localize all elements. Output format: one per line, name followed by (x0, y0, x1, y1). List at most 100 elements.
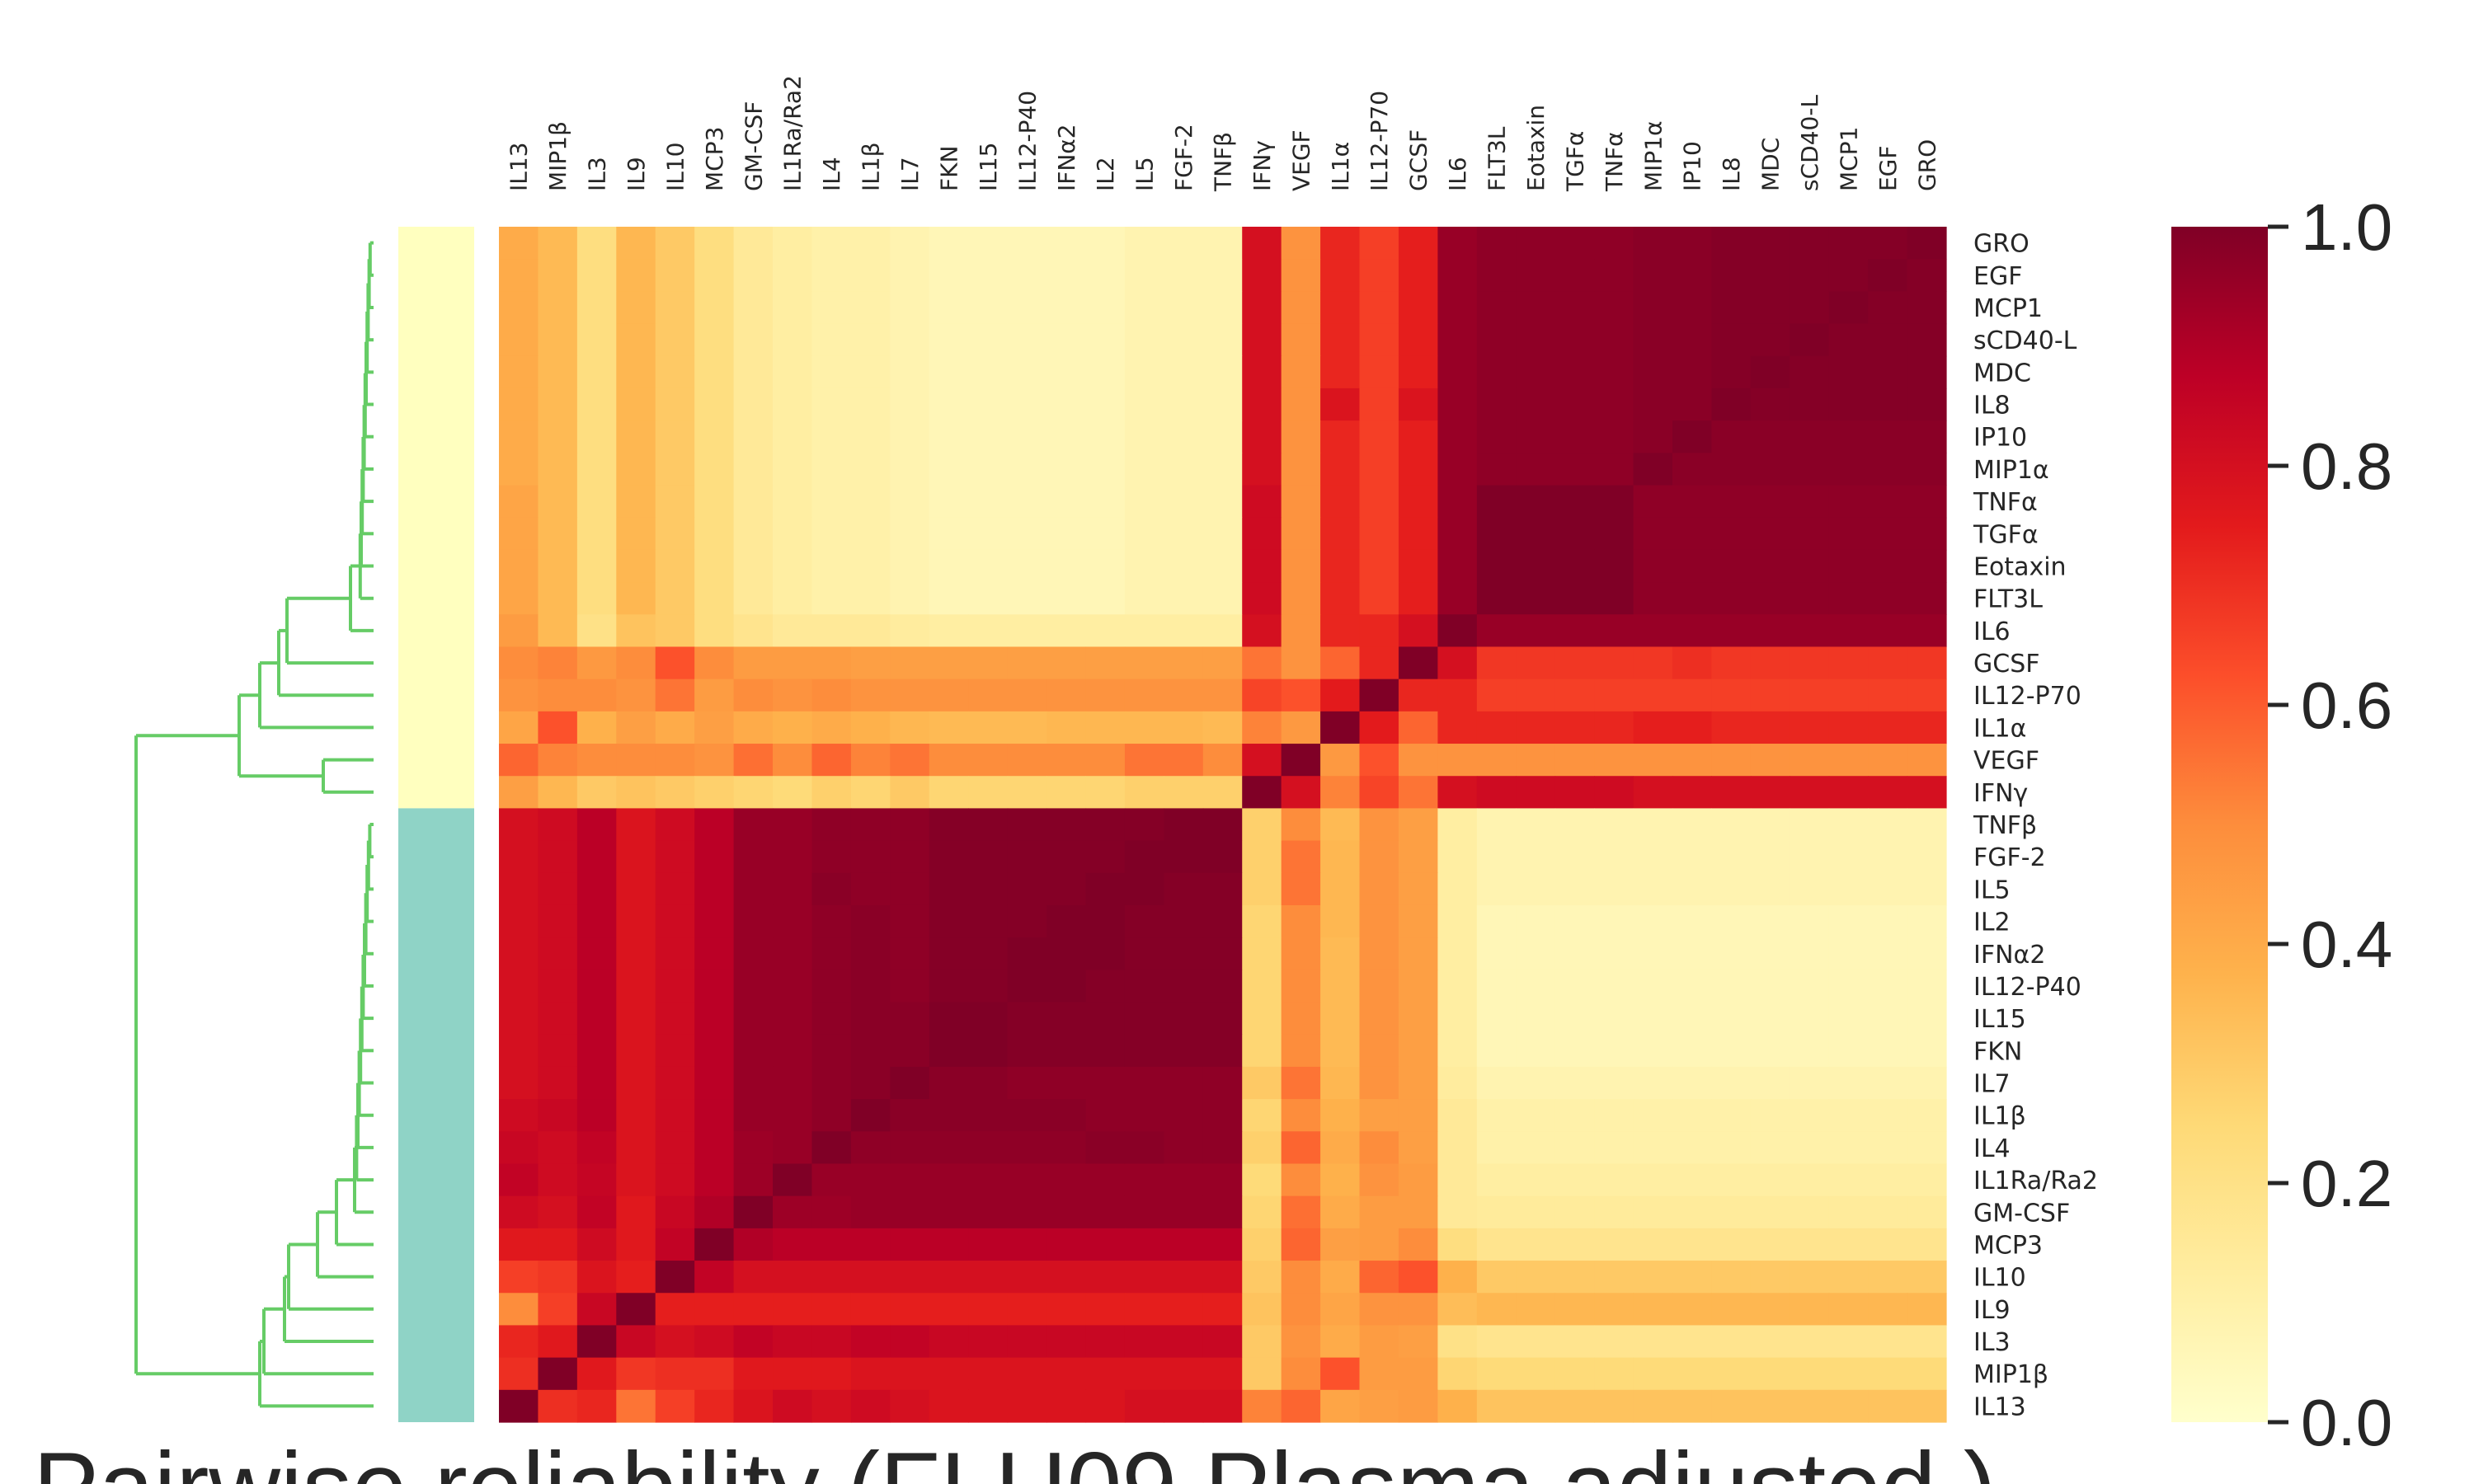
heatmap-cell (1750, 646, 1790, 680)
heatmap-cell (1711, 776, 1752, 810)
heatmap-cell (1476, 549, 1517, 583)
heatmap-cell (1594, 453, 1634, 486)
heatmap-cell (968, 872, 1009, 906)
heatmap-cell (1672, 970, 1712, 1003)
heatmap-cell (968, 323, 1009, 357)
heatmap-cell (1242, 808, 1282, 842)
heatmap-cell (694, 387, 735, 421)
heatmap-cell (1907, 1357, 1947, 1391)
row-label: IL15 (1973, 1005, 2026, 1034)
heatmap-cell (1047, 1099, 1087, 1132)
heatmap-cell (1359, 549, 1399, 583)
heatmap-cell (1047, 485, 1087, 519)
heatmap-cell (1281, 582, 1321, 615)
heatmap-cell (1281, 517, 1321, 551)
heatmap-cell (1594, 227, 1634, 260)
heatmap-cell (499, 1002, 539, 1036)
heatmap-cell (1672, 808, 1712, 842)
row-label: GCSF (1973, 650, 2040, 679)
heatmap-cell (1594, 937, 1634, 970)
heatmap-cell (616, 1099, 656, 1132)
heatmap-cell (538, 1195, 578, 1229)
heatmap-cell (1633, 485, 1673, 519)
heatmap-cell (616, 1389, 656, 1423)
heatmap-cell (773, 582, 813, 615)
heatmap-cell (773, 227, 813, 260)
heatmap-cell (1202, 872, 1243, 906)
heatmap-cell (499, 1293, 539, 1327)
heatmap-cell (1359, 1099, 1399, 1132)
heatmap-cell (538, 872, 578, 906)
heatmap-cell (1711, 485, 1752, 519)
heatmap-cell (1202, 904, 1243, 938)
heatmap-cell (1202, 970, 1243, 1003)
heatmap-cell (1242, 355, 1282, 389)
heatmap-cell (1790, 549, 1830, 583)
heatmap-cell (1868, 1163, 1908, 1197)
heatmap-cell (538, 1357, 578, 1391)
heatmap-cell (1554, 549, 1595, 583)
heatmap-cell (1047, 937, 1087, 970)
heatmap-cell (1320, 904, 1361, 938)
heatmap-cell (1711, 1357, 1752, 1391)
heatmap-cell (655, 840, 695, 874)
heatmap-cell (1007, 1066, 1047, 1100)
heatmap-cell (1868, 776, 1908, 810)
heatmap-cell (576, 1357, 617, 1391)
heatmap-cell (1398, 872, 1438, 906)
heatmap-cell (1750, 1261, 1790, 1294)
heatmap-cell (1398, 808, 1438, 842)
heatmap-cell (538, 776, 578, 810)
heatmap-cell (1164, 517, 1204, 551)
heatmap-cell (1202, 1034, 1243, 1068)
heatmap-cell (773, 517, 813, 551)
heatmap-cell (1202, 1002, 1243, 1036)
heatmap-cell (694, 937, 735, 970)
heatmap-cell (1907, 904, 1947, 938)
heatmap-cell (1320, 679, 1361, 712)
heatmap-cell (1750, 1357, 1790, 1391)
heatmap-cell (1672, 937, 1712, 970)
heatmap-cell (1085, 1131, 1126, 1165)
heatmap-cell (1398, 840, 1438, 874)
heatmap-cell (1790, 840, 1830, 874)
heatmap-cell (1594, 420, 1634, 453)
heatmap-cell (1242, 937, 1282, 970)
heatmap-cell (1554, 776, 1595, 810)
heatmap-cell (1047, 1389, 1087, 1423)
heatmap-cell (576, 291, 617, 325)
heatmap-cell (1672, 711, 1712, 744)
heatmap-cell (1047, 744, 1087, 777)
heatmap-cell (1907, 323, 1947, 357)
column-label: FGF-2 (1170, 124, 1197, 191)
heatmap-cell (655, 1099, 695, 1132)
heatmap-cell (1554, 872, 1595, 906)
heatmap-cell (1124, 1066, 1164, 1100)
heatmap-cell (850, 549, 891, 583)
heatmap-cell (1320, 840, 1361, 874)
row-label: Eotaxin (1973, 553, 2067, 582)
heatmap-cell (850, 840, 891, 874)
heatmap-cell (499, 517, 539, 551)
heatmap-cell (733, 840, 774, 874)
heatmap-cell (1359, 776, 1399, 810)
heatmap-cell (1202, 582, 1243, 615)
heatmap-cell (1750, 259, 1790, 292)
column-label: IL6 (1444, 157, 1471, 191)
heatmap-cell (1281, 937, 1321, 970)
heatmap-cell (1476, 517, 1517, 551)
heatmap-cell (1633, 840, 1673, 874)
heatmap-cell (1750, 1034, 1790, 1068)
heatmap-cell (1868, 323, 1908, 357)
heatmap-cell (1828, 1389, 1869, 1423)
heatmap-cell (1437, 679, 1478, 712)
heatmap-cell (773, 1131, 813, 1165)
heatmap-cell (733, 1325, 774, 1359)
heatmap-cell (576, 453, 617, 486)
heatmap-cell (1594, 1131, 1634, 1165)
heatmap-cell (1672, 1261, 1712, 1294)
heatmap-cell (499, 355, 539, 389)
heatmap-cell (850, 387, 891, 421)
heatmap-cell (1672, 1163, 1712, 1197)
heatmap-cell (1047, 1325, 1087, 1359)
